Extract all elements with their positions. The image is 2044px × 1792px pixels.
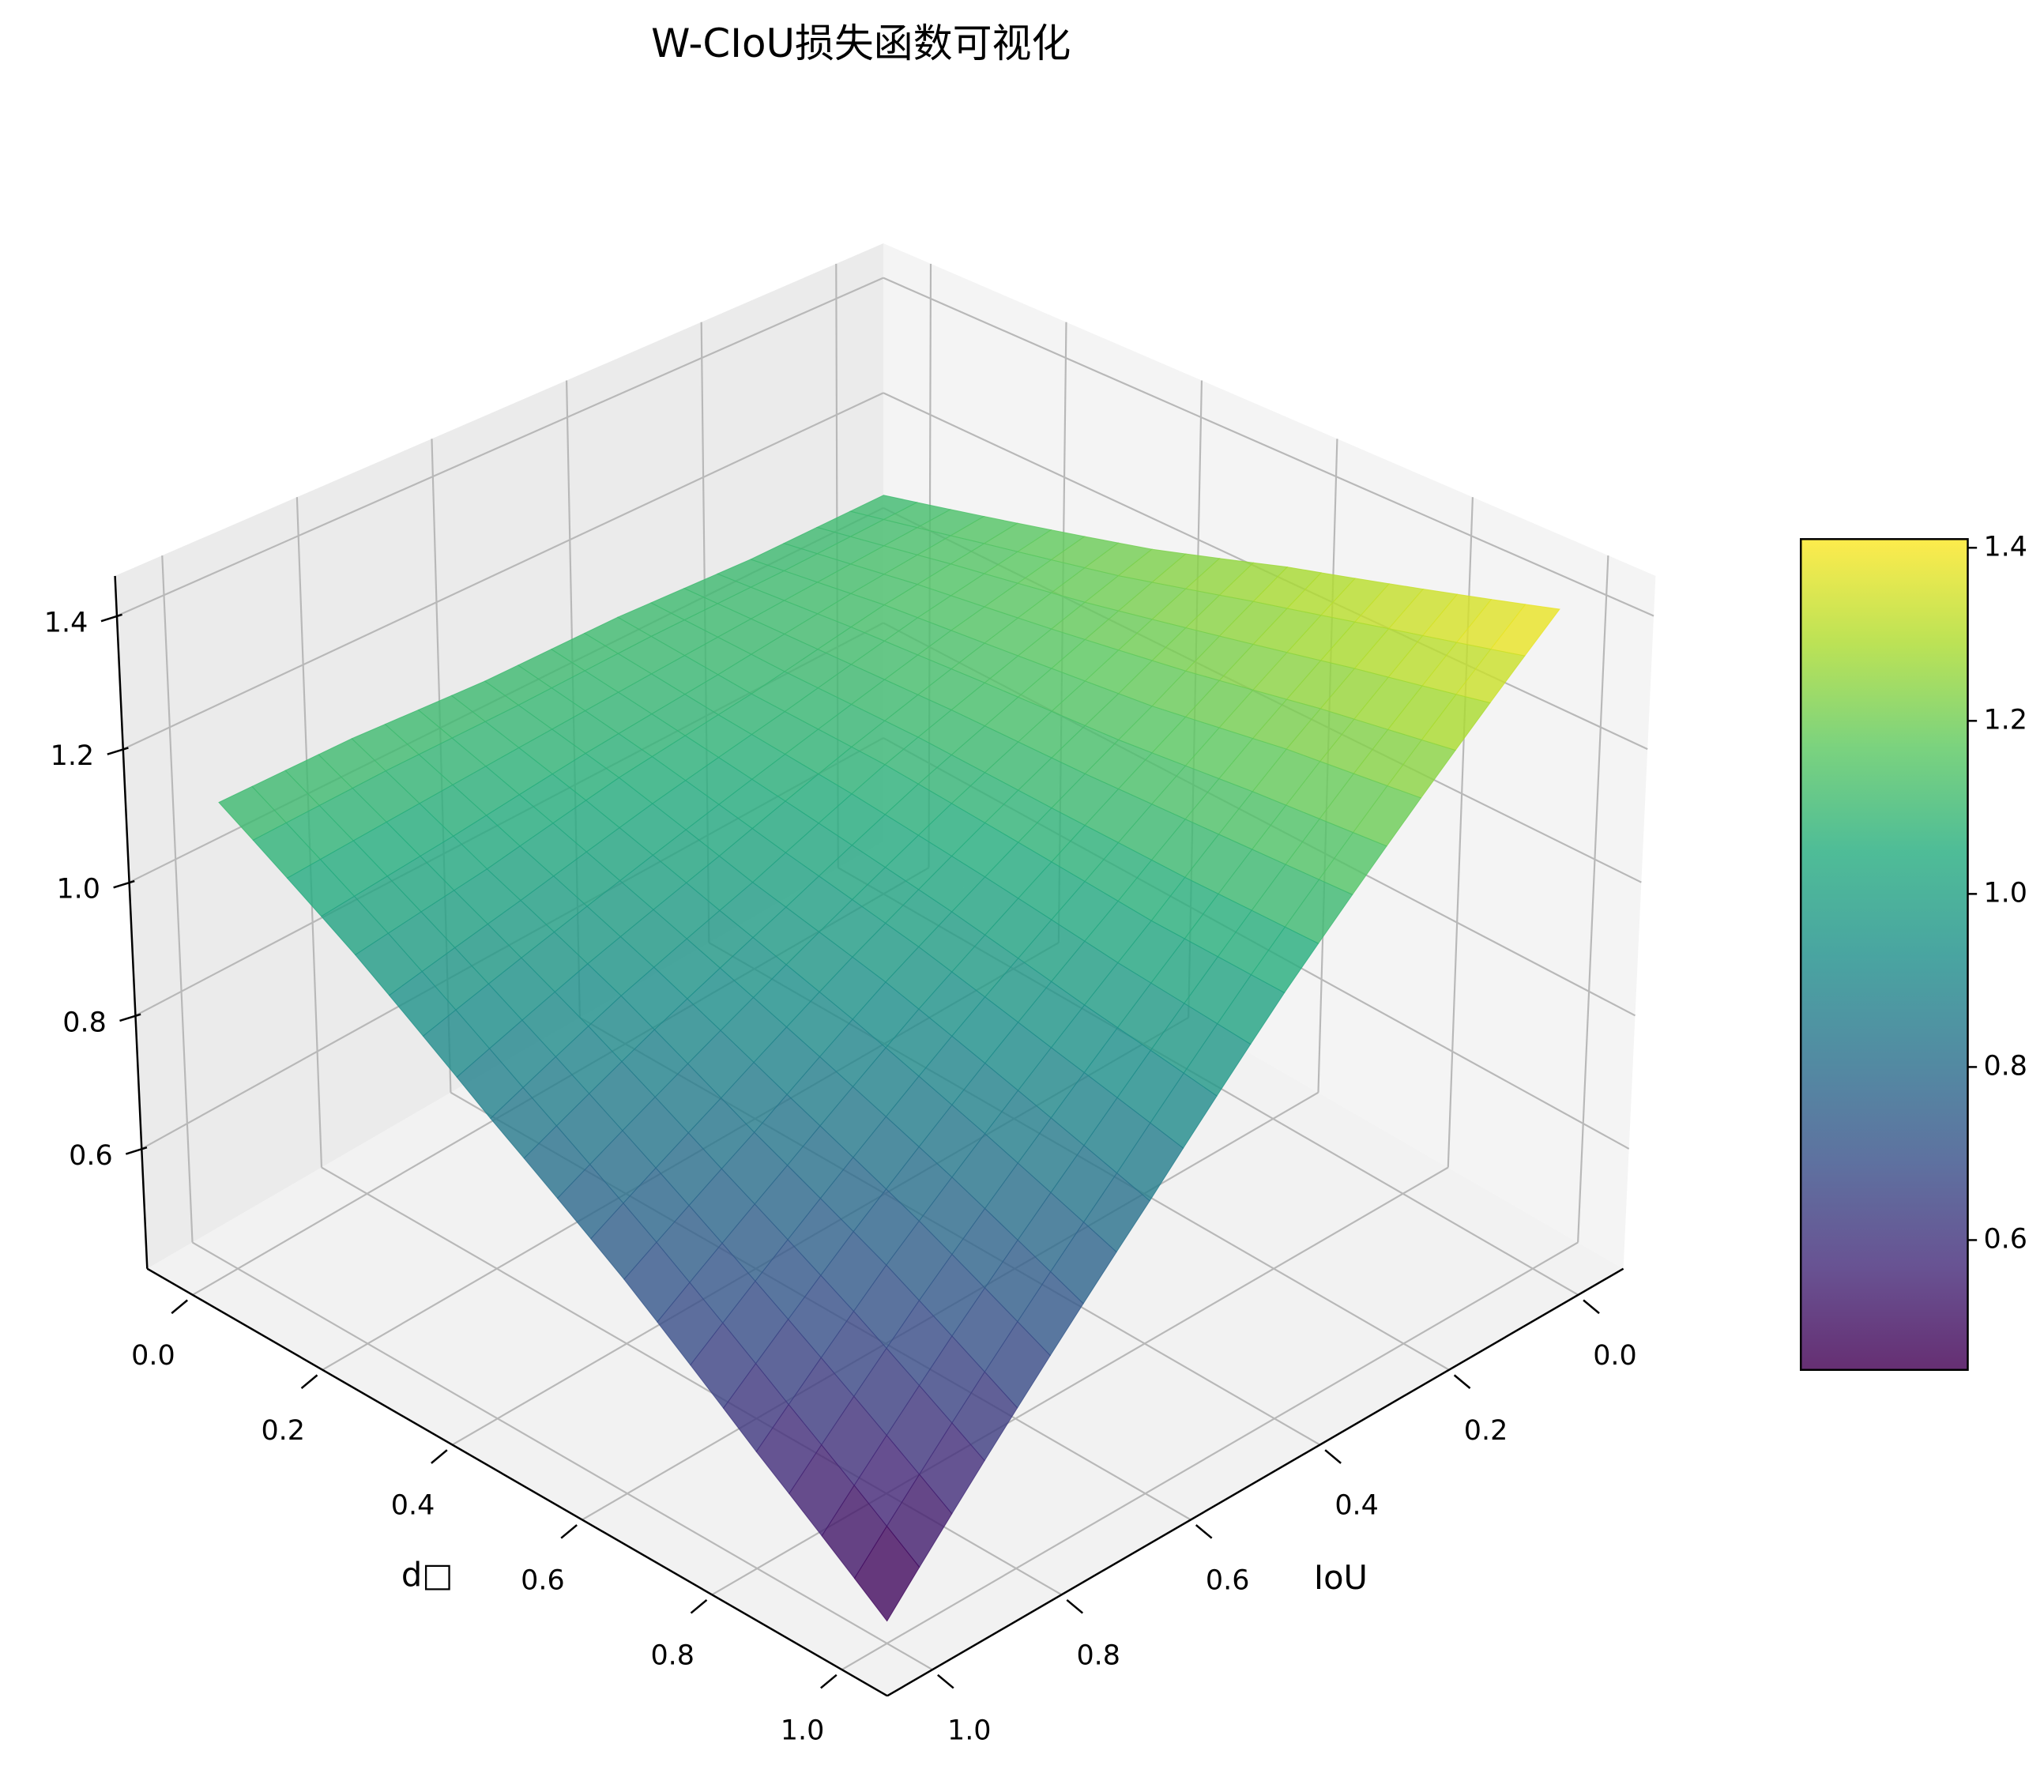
grid-line: [1577, 555, 1609, 1243]
z-axis-line: [114, 575, 149, 1269]
colorbar-tick-label: 1.4: [1983, 531, 2027, 563]
x-tick: [1324, 1449, 1342, 1464]
grid-line: [841, 1241, 1579, 1671]
surface: [218, 495, 1560, 1622]
x-tick-label: 0.8: [1076, 1640, 1120, 1671]
grid-line: [161, 555, 194, 1243]
x-tick-label: 1.0: [947, 1715, 992, 1746]
x-axis-label: IoU: [1314, 1558, 1368, 1597]
z-tick-label: 1.2: [51, 740, 95, 772]
colorbar-tick-label: 1.0: [1983, 877, 2027, 909]
x-tick-label: 0.2: [1464, 1415, 1508, 1447]
z-tick-label: 1.4: [44, 607, 88, 638]
x-tick-label: 0.0: [1593, 1340, 1637, 1372]
z-tick: [107, 747, 129, 755]
x-tick: [1583, 1299, 1600, 1315]
colorbar-tick-label: 1.2: [1983, 704, 2027, 736]
x-tick: [1066, 1598, 1084, 1614]
z-tick: [100, 613, 122, 623]
axes: 0.0 0.2 0.4 0.6 0.8 1.0 0.0 0.2 0.4 0.6 0.8 1.0 0.6 0…: [44, 575, 1637, 1746]
x-tick-label: 0.6: [1206, 1565, 1250, 1597]
y-tick: [560, 1524, 578, 1539]
colorbar-tick-label: 0.6: [1983, 1223, 2027, 1255]
x-tick: [1453, 1374, 1471, 1389]
y-tick-label: 0.6: [521, 1565, 565, 1597]
z-tick: [125, 1146, 148, 1155]
chart-title: W-CIoU损失函数可视化: [651, 21, 1071, 66]
y-tick: [690, 1598, 708, 1614]
y-tick-label: 0.8: [650, 1640, 695, 1671]
colorbar: [1799, 538, 1969, 1371]
y-tick-label: 0.0: [131, 1340, 175, 1372]
z-tick: [119, 1013, 141, 1022]
y-tick: [171, 1299, 188, 1315]
z-tick: [113, 879, 135, 889]
grid-line: [883, 277, 1654, 617]
grid-line: [122, 392, 884, 751]
colorbar-tick-label: 0.8: [1983, 1050, 2027, 1082]
z-tick-label: 1.0: [56, 874, 100, 905]
z-tick-label: 0.8: [62, 1007, 107, 1038]
y-tick: [300, 1374, 318, 1389]
y-axis-line: [146, 1267, 888, 1697]
x-tick: [1195, 1524, 1213, 1539]
x-tick-label: 0.4: [1334, 1490, 1379, 1522]
surface-patch: [853, 1525, 920, 1622]
y-axis-label: d□: [401, 1556, 454, 1594]
y-tick-label: 1.0: [781, 1715, 825, 1746]
y-tick: [431, 1449, 448, 1464]
x-tick: [937, 1673, 954, 1689]
y-tick-label: 0.2: [261, 1415, 305, 1447]
z-tick-label: 0.6: [69, 1140, 113, 1172]
grid-line: [116, 277, 884, 617]
y-tick-label: 0.4: [391, 1490, 435, 1522]
grid-line: [191, 1241, 933, 1671]
y-tick: [820, 1673, 838, 1689]
x-axis-line: [886, 1267, 1624, 1697]
